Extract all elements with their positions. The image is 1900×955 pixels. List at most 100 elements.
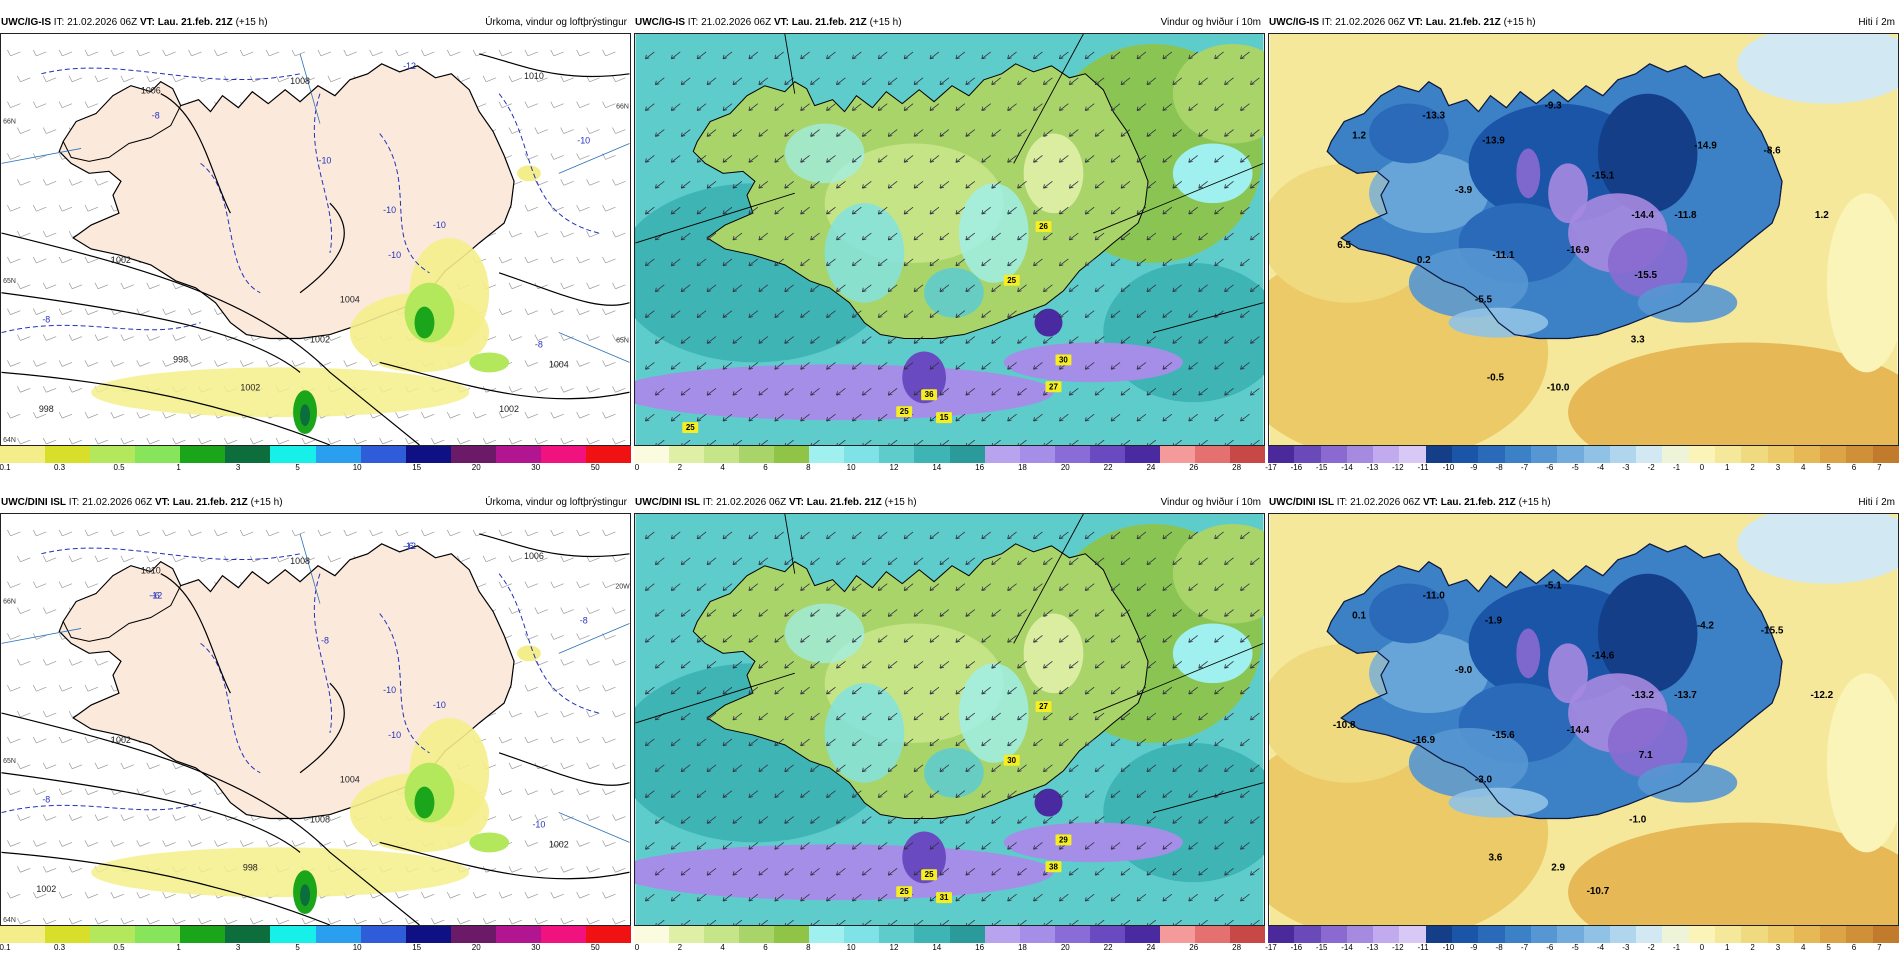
isotherm-label: -10: [383, 685, 396, 695]
temp-map: -13.3 -9.3 1.2 -13.9 -15.1 -14.9 -8.6 -3.9 -14.4…: [1268, 33, 1899, 446]
valid-time: Lau. 21.feb. 21Z: [1440, 497, 1516, 508]
color-scale-swatch: [1741, 446, 1769, 463]
map-canvas: -11.0 -5.1 0.1 -1.9 -14.6 -4.2 -15.5 -9.0 -13.2 -…: [1269, 514, 1898, 925]
product-title: Úrkoma, vindur og loftþrýstingur: [485, 17, 627, 28]
scale-tick-label: 20: [471, 943, 481, 952]
temperature-label: -14.4: [1567, 725, 1590, 736]
isotherm-label: -12: [403, 61, 416, 71]
color-scale: [634, 446, 1266, 463]
scale-tick-label: 3: [235, 943, 241, 952]
model-label: UWC/DINI ISL: [1, 497, 66, 508]
color-scale-swatch: [1346, 446, 1374, 463]
gust-label: 30: [1059, 355, 1068, 364]
scale-tick-label: 18: [1017, 943, 1027, 952]
scale-tick-label: 0.1: [0, 943, 11, 952]
color-scale-swatch: [1820, 926, 1847, 943]
temperature-label: -1.0: [1629, 814, 1647, 825]
color-scale-swatch: [1019, 926, 1056, 943]
temperature-label: 1.2: [1815, 210, 1829, 221]
issue-time: IT: 21.02.2026 06Z: [1336, 497, 1421, 508]
color-scale-swatch: [1399, 446, 1427, 463]
gust-label: 15: [940, 413, 949, 422]
color-scale-swatch: [1688, 446, 1716, 463]
scale-tick-label: -6: [1546, 463, 1554, 472]
color-scale: [1268, 446, 1900, 463]
scale-tick-label: 0.5: [113, 463, 125, 472]
temp-map: -11.0 -5.1 0.1 -1.9 -14.6 -4.2 -15.5 -9.0 -13.2 -…: [1268, 513, 1899, 926]
color-scale-swatch: [669, 926, 705, 943]
color-scale-swatch: [1478, 926, 1506, 943]
wind-map: 26 25 30 27 36 15 25 25: [634, 33, 1265, 446]
scale-tick-label: -11: [1417, 943, 1429, 952]
forecast-panel-temp: UWC/DINI ISL IT: 21.02.2026 06Z VT: Lau.…: [1265, 493, 1900, 955]
gust-label-box: [1055, 834, 1072, 846]
scale-tick-label: 0: [1699, 463, 1705, 472]
scale-tick-label: -8: [1495, 463, 1503, 472]
color-scale-ticks: 0.1 0.3 0.5 1 3 5 10 15 20 30 50: [0, 463, 631, 475]
gust-label: 26: [1039, 222, 1048, 231]
color-scale-swatch: [914, 926, 950, 943]
color-scale-ticks: -17 -16 -15 -14 -13 -12 -11 -10 -9 -8 -7 -6 -5 -4 -3 -2…: [1265, 943, 1899, 955]
color-scale-swatch: [1609, 926, 1637, 943]
scale-tick-label: 7: [1877, 463, 1882, 472]
lat-edge-label: 66N: [616, 104, 629, 111]
scale-tick-label: -10: [1442, 463, 1455, 472]
model-label: UWC/DINI ISL: [635, 497, 700, 508]
forecast-panel-wind: UWC/DINI ISL IT: 21.02.2026 06Z VT: Lau.…: [634, 493, 1266, 953]
isobar-label: 1004: [549, 359, 569, 369]
color-scale-swatch: [1504, 446, 1532, 463]
color-scale-swatch: [1054, 446, 1091, 463]
scale-tick-label: 15: [412, 943, 422, 952]
scale-tick-label: 5: [1826, 943, 1831, 952]
isotherm-label: -10: [433, 700, 446, 710]
scale-tick-label: -9: [1470, 943, 1478, 952]
temperature-label: -10.0: [1547, 382, 1570, 393]
scale-tick-label: -10: [1442, 943, 1455, 952]
scale-tick-label: 14: [932, 943, 942, 952]
product-title: Úrkoma, vindur og loftþrýstingur: [485, 497, 627, 508]
color-scale-swatch: [135, 446, 181, 463]
temperature-label: -15.5: [1761, 625, 1784, 636]
forecast-panel-precip: UWC/IG-IS IT: 21.02.2026 06Z VT: Lau. 21…: [0, 13, 632, 475]
color-scale-swatch: [1478, 446, 1506, 463]
scale-tick-label: 0.5: [113, 943, 125, 952]
map-canvas: 1010 1008 1006 1002 1004 1008 1002 998 1002 -12 -1…: [1, 514, 630, 925]
color-scale-swatch: [1662, 446, 1690, 463]
color-scale-swatch: [1294, 446, 1322, 463]
color-scale-swatch: [1793, 446, 1821, 463]
panel-header: UWC/IG-IS IT: 21.02.2026 06Z VT: Lau. 21…: [634, 13, 1265, 33]
scale-tick-label: 28: [1232, 943, 1242, 952]
gust-label: 29: [1059, 835, 1068, 844]
color-scale-swatch: [90, 926, 136, 943]
scale-tick-label: 6: [1851, 463, 1857, 472]
color-scale-swatch: [450, 926, 497, 943]
lat-edge-label: 64N: [3, 917, 16, 924]
scale-tick-label: 18: [1017, 463, 1027, 472]
isotherm-label: -8: [535, 339, 543, 349]
isobar-label: 1006: [524, 551, 544, 561]
scale-tick-label: 0: [1699, 943, 1705, 952]
valid-time-label: VT:: [1407, 17, 1423, 28]
model-label: UWC/IG-IS: [635, 17, 685, 28]
isobar-label: 1002: [549, 839, 569, 849]
scale-tick-label: -12: [1391, 463, 1404, 472]
scale-tick-label: 0.3: [53, 463, 66, 472]
scale-tick-label: 8: [806, 463, 811, 472]
scale-tick-label: 1: [176, 463, 181, 472]
scale-tick-label: -5: [1571, 463, 1579, 472]
scale-tick-label: -4: [1596, 463, 1605, 472]
isotherm-label: -8: [321, 635, 329, 645]
scale-tick-label: -15: [1315, 463, 1328, 472]
lead-time: (+15 h): [250, 497, 283, 508]
scale-tick-label: 15: [412, 463, 422, 472]
scale-tick-label: 24: [1146, 943, 1156, 952]
color-scale-swatch: [1229, 446, 1266, 463]
scale-tick-label: 30: [531, 463, 541, 472]
gust-label-box: [936, 412, 952, 424]
scale-tick-label: 2: [677, 943, 683, 952]
gust-label: 36: [925, 390, 934, 399]
color-scale-swatch: [1793, 926, 1821, 943]
model-label: UWC/DINI ISL: [1269, 497, 1334, 508]
scale-tick-label: -11: [1417, 463, 1429, 472]
color-scale-swatch: [270, 446, 316, 463]
